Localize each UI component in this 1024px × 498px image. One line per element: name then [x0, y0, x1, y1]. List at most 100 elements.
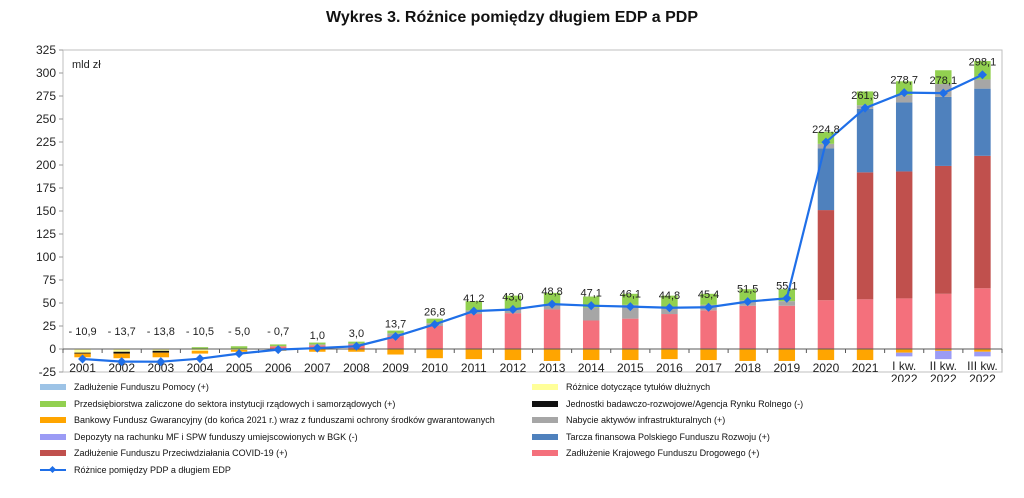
legend-swatch: [40, 400, 66, 407]
y-tick-label: 75: [43, 273, 57, 287]
bar-segment: [622, 349, 639, 361]
legend-item: Depozyty na rachunku MF i SPW funduszy u…: [40, 432, 358, 442]
data-label: 13,7: [385, 318, 406, 330]
y-tick-label: 25: [43, 319, 57, 333]
bar-segment: [622, 318, 639, 349]
legend-swatch: [40, 417, 66, 423]
bar-segment: [817, 210, 835, 301]
x-tick-label: 2003: [147, 361, 174, 375]
bar-segment: [817, 148, 835, 211]
y-tick-label: 175: [36, 181, 56, 195]
y-tick-label: 125: [36, 227, 56, 241]
bar-segment: [895, 102, 913, 172]
bar-segment: [974, 88, 991, 156]
chart-svg: -25 0 25 50 75 100 125 150 175 200 225 250 275 300 325…: [36, 43, 1003, 382]
x-tick-label: 2022: [891, 372, 918, 382]
x-tick-label: 2018: [734, 361, 761, 375]
bar-segment: [739, 349, 756, 361]
line-point: [743, 297, 753, 307]
x-tick-label: II kw.: [930, 359, 957, 373]
bar-segment: [739, 305, 756, 349]
legend-swatch: [532, 417, 558, 423]
x-tick-label: 2017: [695, 361, 722, 375]
legend-label: Zadłużenie Krajowego Funduszu Drogowego …: [566, 448, 760, 458]
x-tick-label: 2013: [539, 361, 566, 375]
y-tick-label: 100: [36, 250, 56, 264]
bar-segment: [895, 171, 913, 299]
x-tick-label: 2004: [187, 361, 214, 375]
bar-segment: [113, 351, 130, 354]
bar-segment: [504, 349, 522, 361]
data-label: 51,5: [737, 284, 758, 296]
bar-segment: [387, 336, 404, 349]
bar-segment: [230, 346, 248, 349]
bar-segment: [778, 305, 796, 349]
bar-segment: [661, 314, 678, 349]
line-point: [704, 302, 714, 312]
bar-segment: [935, 165, 952, 294]
bar-segment: [387, 349, 404, 355]
bar-segment: [974, 349, 991, 352]
y-tick-label: 0: [49, 342, 56, 356]
bar-segment: [700, 310, 717, 349]
data-label: - 5,0: [228, 326, 250, 338]
bar-segment: [778, 349, 796, 361]
legend-label: Zadłużenie Funduszu Pomocy (+): [74, 382, 209, 392]
legend-label: Tarcza finansowa Polskiego Funduszu Rozw…: [566, 431, 770, 442]
bar-segment: [700, 349, 717, 361]
x-tick-label: 2002: [108, 361, 135, 375]
data-label: - 10,5: [186, 326, 214, 338]
bar-segment: [152, 350, 170, 353]
legend-item: Przedsiębiorstwa zaliczone do sektora in…: [40, 399, 395, 409]
bar-segment: [113, 353, 130, 359]
bar-segment: [856, 108, 874, 173]
line-series: [82, 73, 983, 363]
y-tick-label: 300: [36, 66, 56, 80]
data-label: - 13,7: [108, 326, 136, 338]
data-label: 43,0: [502, 291, 523, 303]
bar-segment: [974, 155, 991, 289]
legend-label: Jednostki badawczo-rozwojowe/Agencja Ryn…: [566, 398, 804, 409]
legend-swatch: [40, 384, 66, 390]
data-label: 55,1: [776, 280, 797, 292]
bar-segment: [739, 289, 756, 301]
y-tick-label: 275: [36, 89, 56, 103]
y-tick-label: -25: [39, 365, 57, 379]
x-tick-label: 2010: [421, 361, 448, 375]
legend-swatch: [532, 400, 558, 407]
bar-segment: [309, 342, 326, 345]
bar-segment: [543, 309, 561, 349]
bar-segment: [465, 314, 483, 349]
line-point: [156, 357, 166, 367]
bar-segment: [426, 349, 443, 359]
data-label: 47,1: [580, 288, 601, 300]
x-tick-label: 2022: [969, 372, 996, 382]
data-label: - 13,8: [147, 326, 175, 338]
bar-segment: [152, 352, 170, 358]
x-tick-label: 2005: [226, 361, 253, 375]
x-tick-label: 2008: [343, 361, 370, 375]
bar-segment: [152, 349, 170, 351]
legend-item: Zadłużenie Krajowego Funduszu Drogowego …: [532, 448, 759, 458]
bar-segment: [465, 301, 483, 311]
unit-label: mld zł: [72, 59, 101, 71]
x-tick-label: 2021: [852, 361, 879, 375]
data-label: 41,2: [463, 293, 484, 305]
bar-segment: [113, 349, 130, 352]
legend-label: Różnice dotyczące tytułów dłużnych: [566, 382, 711, 392]
bar-segment: [895, 349, 913, 353]
bar-segment: [504, 313, 522, 349]
bar-segment: [895, 95, 913, 103]
legend-swatch: [532, 450, 558, 456]
bar-segment: [582, 307, 600, 321]
legend-item: Nabycie aktywów infrastrukturalnych (+): [532, 415, 725, 425]
data-label: 298,1: [969, 57, 997, 69]
bar-segment: [504, 295, 522, 309]
legend-item: Różnice dotyczące tytułów dłużnych: [532, 382, 710, 392]
data-label: 46,1: [620, 289, 641, 301]
line-point: [234, 349, 244, 359]
y-tick-label: 50: [43, 296, 57, 310]
bar-segment: [895, 298, 913, 349]
bar-segment: [935, 349, 952, 351]
